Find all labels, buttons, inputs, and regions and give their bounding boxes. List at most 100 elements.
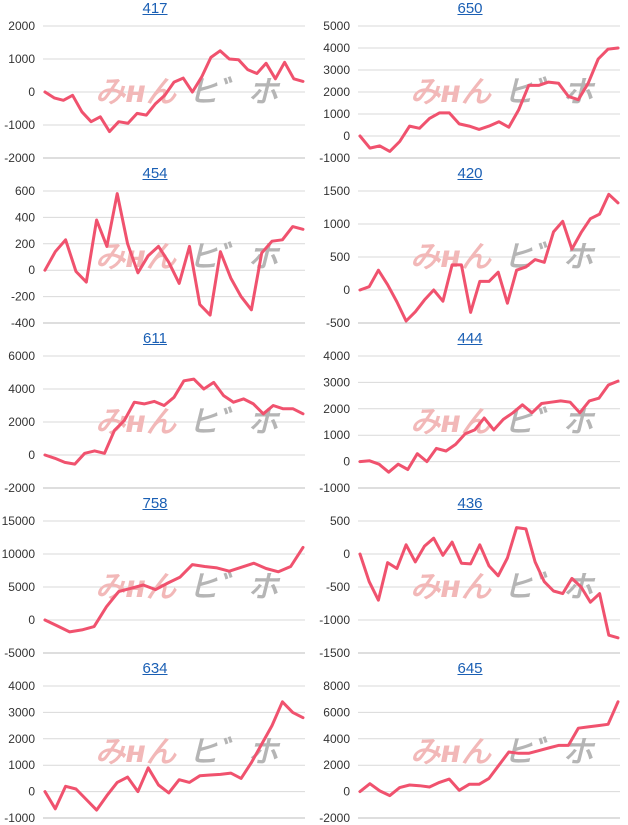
- y-tick-label: -500: [326, 316, 350, 330]
- y-tick-label: 4000: [323, 41, 350, 55]
- y-tick-label: 0: [28, 448, 35, 462]
- minrepo-watermark-logo: みнん ヒ゛ホ: [95, 735, 281, 770]
- y-tick-label: 200: [15, 237, 35, 251]
- chart-panel: 420 1500 1000 500 0 -500 みнん ヒ゛ホ: [315, 165, 625, 330]
- y-tick-label: -1000: [4, 118, 35, 132]
- y-tick-label: 500: [330, 514, 350, 528]
- chart-panel: 650 5000 4000 3000 2000 1000 0 -1000 みнん ヒ゛ホ: [315, 0, 625, 165]
- chart-title-link[interactable]: 645: [457, 660, 483, 677]
- y-tick-label: 1000: [8, 52, 35, 66]
- watermark-left-text: みнん: [95, 405, 177, 440]
- chart-title-link[interactable]: 758: [142, 495, 168, 512]
- line-chart: 8000 6000 4000 2000 0 -2000 みнん ヒ゛ホ: [319, 679, 620, 825]
- y-tick-label: 4000: [8, 382, 35, 396]
- y-tick-label: 4000: [323, 349, 350, 363]
- y-tick-label: 2000: [323, 758, 350, 772]
- minrepo-watermark-logo: みнん ヒ゛ホ: [410, 405, 596, 440]
- y-tick-label: 0: [28, 613, 35, 627]
- minrepo-watermark-logo: みнん ヒ゛ホ: [410, 735, 596, 770]
- y-tick-label: 5000: [8, 580, 35, 594]
- series-line: [43, 192, 305, 317]
- chart-panel: 444 4000 3000 2000 1000 0 -1000 みнん ヒ゛ホ: [315, 330, 625, 495]
- series-line: [43, 545, 305, 634]
- y-tick-label: 0: [28, 85, 35, 99]
- y-tick-label: -500: [326, 580, 350, 594]
- minrepo-watermark-logo: みнん ヒ゛ホ: [95, 570, 281, 605]
- y-tick-label: -1500: [319, 646, 350, 660]
- y-tick-label: 600: [15, 184, 35, 198]
- y-tick-label: 6000: [8, 349, 35, 363]
- y-tick-label: -5000: [4, 646, 35, 660]
- y-tick-label: 2000: [8, 19, 35, 33]
- chart-panel: 758 15000 10000 5000 0 -5000 みнん ヒ゛ホ: [0, 495, 310, 660]
- watermark-left-text: みнん: [95, 735, 177, 770]
- y-tick-label: 1000: [323, 107, 350, 121]
- chart-panel: 634 4000 3000 2000 1000 0 -1000 みнん ヒ゛ホ: [0, 660, 310, 825]
- chart-panel: 611 6000 4000 2000 0 -2000 みнん ヒ゛ホ: [0, 330, 310, 495]
- watermark-left-text: みнん: [410, 75, 492, 110]
- y-tick-label: 3000: [323, 63, 350, 77]
- y-tick-label: 15000: [2, 514, 36, 528]
- series-line: [358, 700, 620, 798]
- minrepo-watermark-logo: みнん ヒ゛ホ: [410, 240, 596, 275]
- line-chart: 4000 3000 2000 1000 0 -1000 みнん ヒ゛ホ: [4, 679, 305, 825]
- chart-panel: 454 600 400 200 0 -200 -400 みнん ヒ゛ホ: [0, 165, 310, 330]
- chart-title-link[interactable]: 611: [143, 330, 167, 347]
- chart-title-link[interactable]: 454: [142, 165, 168, 182]
- y-tick-label: 1000: [8, 758, 35, 772]
- chart-title-link[interactable]: 420: [457, 165, 483, 182]
- minrepo-watermark-logo: みнん ヒ゛ホ: [410, 75, 596, 110]
- y-tick-label: 400: [15, 210, 35, 224]
- y-tick-label: 0: [343, 785, 350, 799]
- watermark-right-text: ヒ゛ホ: [188, 240, 281, 275]
- y-tick-label: 0: [343, 547, 350, 561]
- y-tick-label: 4000: [8, 679, 35, 693]
- y-tick-label: 1500: [323, 184, 350, 198]
- y-tick-label: -1000: [319, 481, 350, 495]
- series-line: [43, 377, 305, 466]
- y-tick-label: -200: [11, 290, 35, 304]
- chart-panel: 645 8000 6000 4000 2000 0 -2000 みнん ヒ゛ホ: [315, 660, 625, 825]
- y-tick-label: 1000: [323, 217, 350, 231]
- y-tick-label: -400: [11, 316, 35, 330]
- y-tick-label: -2000: [4, 151, 35, 165]
- chart-panel: 436 500 0 -500 -1000 -1500 みнん ヒ゛ホ: [315, 495, 625, 660]
- series-line: [358, 526, 620, 640]
- y-tick-label: -2000: [4, 481, 35, 495]
- chart-title-link[interactable]: 650: [457, 0, 483, 17]
- y-tick-label: -1000: [319, 151, 350, 165]
- y-tick-label: 0: [343, 283, 350, 297]
- y-tick-label: -1000: [4, 811, 35, 825]
- y-tick-label: 2000: [323, 402, 350, 416]
- y-tick-label: 3000: [8, 705, 35, 719]
- y-tick-label: 10000: [2, 547, 36, 561]
- line-chart: 600 400 200 0 -200 -400 みнん ヒ゛ホ: [11, 184, 305, 330]
- y-tick-label: 2000: [8, 732, 35, 746]
- chart-title-link[interactable]: 634: [142, 660, 168, 677]
- y-tick-label: 500: [330, 250, 350, 264]
- series-line: [358, 46, 620, 153]
- line-chart: 4000 3000 2000 1000 0 -1000 みнん ヒ゛ホ: [319, 349, 620, 495]
- series-line: [43, 700, 305, 812]
- y-tick-label: 6000: [323, 705, 350, 719]
- series-line: [358, 379, 620, 474]
- watermark-right-text: ヒ゛ホ: [188, 75, 281, 110]
- watermark-left-text: みнん: [95, 75, 177, 110]
- y-tick-label: 8000: [323, 679, 350, 693]
- line-chart: 1500 1000 500 0 -500 みнん ヒ゛ホ: [323, 184, 620, 330]
- chart-title-link[interactable]: 444: [457, 330, 483, 347]
- y-tick-label: -2000: [319, 811, 350, 825]
- chart-title-link[interactable]: 417: [142, 0, 168, 17]
- y-tick-label: 0: [343, 455, 350, 469]
- y-tick-label: 3000: [323, 375, 350, 389]
- y-tick-label: 0: [28, 785, 35, 799]
- line-chart: 15000 10000 5000 0 -5000 みнん ヒ゛ホ: [2, 514, 305, 660]
- series-line: [358, 192, 620, 323]
- line-chart: 5000 4000 3000 2000 1000 0 -1000 みнん ヒ゛ホ: [319, 19, 620, 165]
- minrepo-watermark-logo: みнん ヒ゛ホ: [95, 240, 281, 275]
- watermark-left-text: みнん: [410, 570, 492, 605]
- watermark-left-text: みнん: [410, 405, 492, 440]
- chart-title-link[interactable]: 436: [457, 495, 483, 512]
